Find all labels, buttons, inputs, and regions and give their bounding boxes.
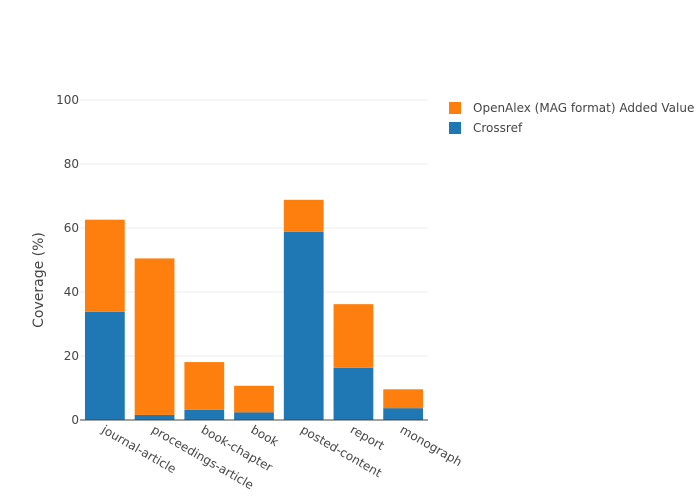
bar-posted-content-crossref[interactable] [283, 231, 324, 420]
y-axis-title: Coverage (%) [31, 232, 47, 328]
bar-book-chapter-openalex-added[interactable] [184, 362, 225, 410]
bar-journal-article-openalex-added[interactable] [84, 219, 125, 312]
bar-monograph-openalex-added[interactable] [383, 389, 424, 409]
bar-book-crossref[interactable] [234, 412, 274, 420]
legend-swatch [449, 102, 461, 114]
x-tick-label-report: report [348, 422, 387, 453]
legend-item-crossref[interactable]: Crossref [449, 121, 523, 135]
y-tick-label-0: 0 [71, 413, 79, 427]
y-tick-label-80: 80 [64, 157, 79, 171]
bar-monograph-crossref[interactable] [383, 408, 424, 420]
y-tick-label-40: 40 [64, 285, 79, 299]
y-tick-labels: 0 20 40 60 80 100 [56, 93, 79, 427]
x-tick-labels: journal-articleproceedings-articlebook-c… [98, 422, 464, 492]
legend-swatch [449, 122, 461, 134]
y-tick-label-100: 100 [56, 93, 79, 107]
legend-item-openalex-added[interactable]: OpenAlex (MAG format) Added Value [449, 101, 694, 115]
bar-proceedings-article-openalex-added[interactable] [134, 258, 175, 415]
bar-book-chapter-crossref[interactable] [184, 409, 225, 420]
bar-journal-article-crossref[interactable] [84, 311, 125, 420]
legend-label: Crossref [473, 121, 523, 135]
gridlines [80, 99, 428, 357]
bar-book-openalex-added[interactable] [234, 385, 274, 413]
x-tick-label-monograph: monograph [398, 422, 465, 469]
legend[interactable]: OpenAlex (MAG format) Added Value Crossre… [449, 101, 694, 135]
bar-proceedings-article-crossref[interactable] [134, 414, 175, 420]
legend-label: OpenAlex (MAG format) Added Value [473, 101, 694, 115]
bar-report-openalex-added[interactable] [333, 304, 374, 368]
x-tick-label-book: book [249, 422, 281, 449]
bar-posted-content-openalex-added[interactable] [283, 199, 324, 232]
y-tick-label-60: 60 [64, 221, 79, 235]
bars [84, 199, 424, 420]
y-tick-label-20: 20 [64, 349, 79, 363]
bar-report-crossref[interactable] [333, 367, 374, 420]
